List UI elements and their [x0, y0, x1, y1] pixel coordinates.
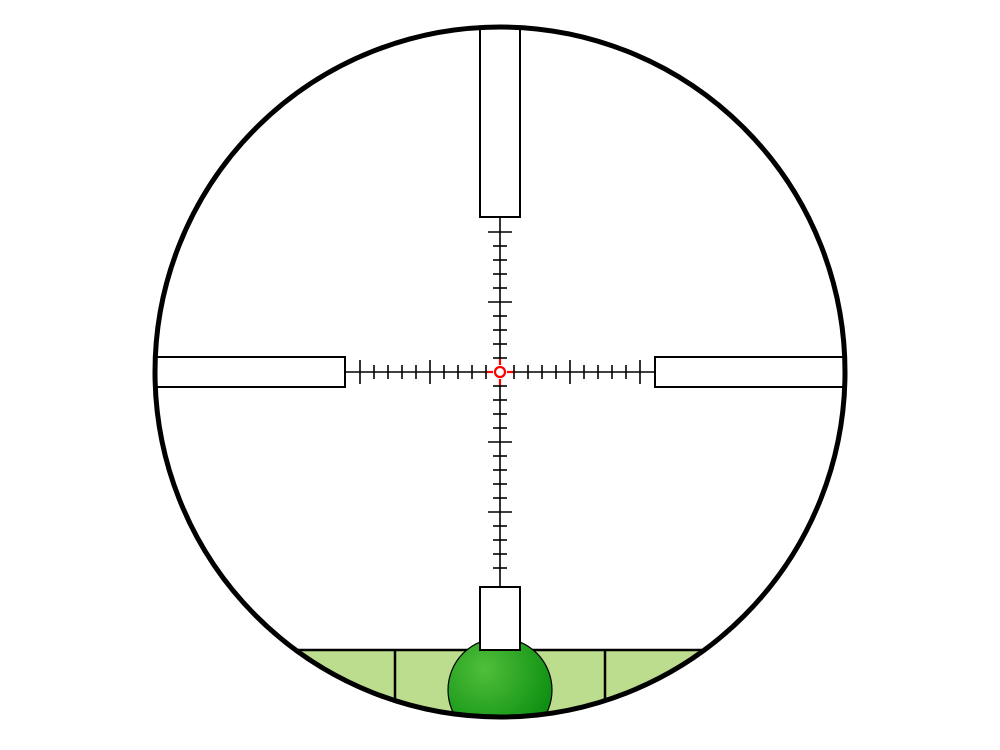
post-right: [655, 357, 845, 387]
reticle-diagram: [0, 0, 1000, 750]
post-top: [480, 27, 520, 217]
post-bottom: [480, 587, 520, 650]
level-bubble: [448, 638, 552, 742]
post-left: [155, 357, 345, 387]
